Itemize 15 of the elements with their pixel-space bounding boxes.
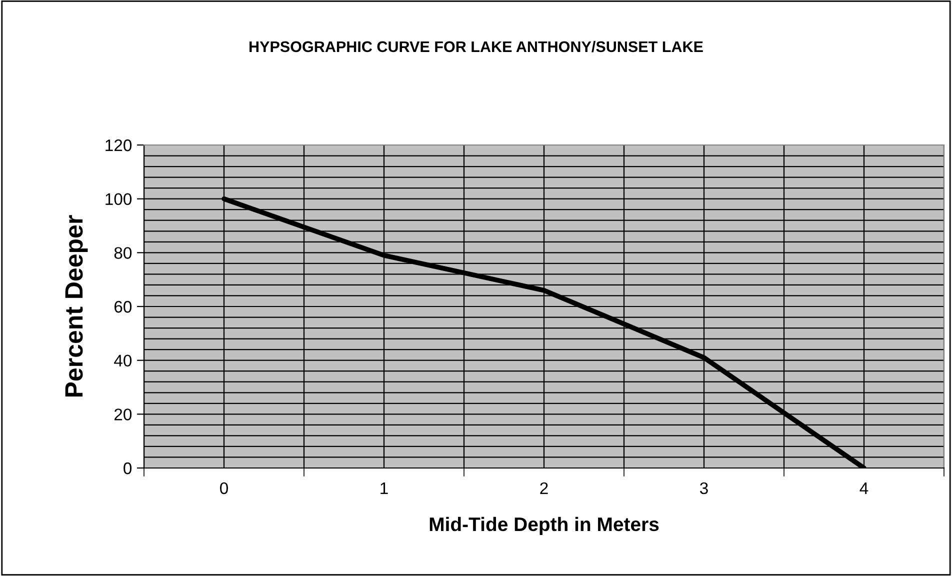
x-axis-title: Mid-Tide Depth in Meters: [430, 516, 659, 535]
y-tick-label: 40: [114, 354, 132, 367]
y-tick-label: 0: [124, 462, 132, 474]
y-tick-label: 80: [114, 247, 132, 259]
x-tick-label: 2: [540, 482, 548, 494]
y-tick-label: 100: [106, 193, 132, 206]
x-tick-label: 0: [220, 482, 228, 494]
x-tick-label: 4: [860, 482, 868, 494]
y-tick-label: 20: [114, 408, 132, 420]
y-axis-title: Percent Deeper: [65, 215, 88, 397]
x-tick-label: 1: [380, 482, 388, 494]
y-tick-label: 60: [114, 300, 132, 313]
x-tick-label: 3: [700, 482, 708, 494]
chart-title: HYPSOGRAPHIC CURVE FOR LAKE ANTHONY/SUNSET LAKE: [250, 40, 703, 52]
y-tick-label: 120: [106, 139, 132, 152]
